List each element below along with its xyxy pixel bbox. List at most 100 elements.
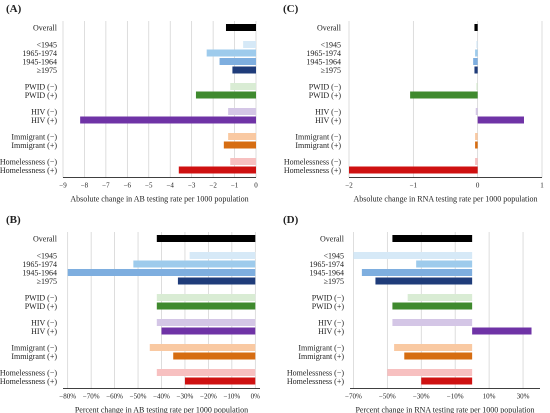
bar-overall xyxy=(392,235,473,242)
panel-label: (A) xyxy=(6,3,22,15)
bar-homelessness-pos xyxy=(349,166,478,174)
bar-pwid-neg xyxy=(156,294,256,301)
bar-homelessness-neg xyxy=(156,369,256,376)
category-label-hiv-neg: HIV (−) xyxy=(318,319,344,328)
bar-homelessness-pos xyxy=(421,377,473,385)
category-label-lt-1945: <1945 xyxy=(36,252,57,261)
category-label-lt-1945: <1945 xyxy=(36,41,57,50)
category-label-hiv-neg: HIV (−) xyxy=(31,108,57,117)
bar-homelessness-neg xyxy=(387,369,473,376)
category-label-1965-1974: 1965-1974 xyxy=(309,260,344,269)
category-label-homelessness-pos: Homelessness (+) xyxy=(0,377,57,386)
bar-immigrant-neg xyxy=(394,344,473,351)
bar-overall xyxy=(225,24,256,31)
x-tick-label: −8 xyxy=(81,182,89,190)
x-tick-label: −5 xyxy=(145,182,153,190)
category-label-immigrant-neg: Immigrant (−) xyxy=(298,344,344,353)
bar-pwid-pos xyxy=(195,91,256,99)
category-label-1945-1964: 1945-1964 xyxy=(22,58,57,67)
bar-hiv-pos xyxy=(161,327,256,335)
bar-ge-1975 xyxy=(375,277,473,285)
category-label-hiv-neg: HIV (−) xyxy=(315,108,341,117)
bar-hiv-pos xyxy=(477,116,524,124)
category-label-1965-1974: 1965-1974 xyxy=(22,49,57,58)
bar-1965-1974 xyxy=(133,260,256,268)
category-label-ge-1975: ≥1975 xyxy=(321,66,341,75)
panel-label: (D) xyxy=(283,214,299,226)
category-label-hiv-neg: HIV (−) xyxy=(31,319,57,328)
category-label-immigrant-neg: Immigrant (−) xyxy=(11,344,57,353)
bar-immigrant-neg xyxy=(228,133,256,140)
x-axis-title: Absolute change in RNA testing rate per … xyxy=(354,195,538,204)
x-tick-label: 0 xyxy=(476,182,480,190)
bar-1965-1974 xyxy=(206,49,256,57)
category-label-hiv-pos: HIV (+) xyxy=(31,116,57,125)
bar-pwid-neg xyxy=(407,294,473,301)
x-tick-label: 30% xyxy=(517,393,530,401)
category-label-hiv-pos: HIV (+) xyxy=(31,327,57,336)
category-label-homelessness-neg: Homelessness (−) xyxy=(284,158,342,167)
category-label-ge-1975: ≥1975 xyxy=(324,277,344,286)
bar-1945-1964 xyxy=(361,269,473,276)
bar-hiv-neg xyxy=(392,319,473,326)
x-tick-label: 0% xyxy=(251,393,261,401)
bar-homelessness-neg xyxy=(475,158,478,165)
x-tick-label: −1 xyxy=(410,182,418,190)
category-label-1945-1964: 1945-1964 xyxy=(309,269,344,278)
category-label-immigrant-neg: Immigrant (−) xyxy=(295,133,341,142)
panel-label: (C) xyxy=(283,3,299,15)
category-label-pwid-pos: PWID (+) xyxy=(312,302,345,311)
bar-1945-1964 xyxy=(473,58,478,65)
category-label-immigrant-pos: Immigrant (+) xyxy=(298,352,344,361)
category-label-overall: Overall xyxy=(317,24,342,33)
bar-1945-1964 xyxy=(67,269,256,276)
bar-immigrant-pos xyxy=(404,352,473,360)
bar-pwid-neg xyxy=(476,83,478,90)
bar-immigrant-pos xyxy=(475,141,478,149)
x-tick-label: −10% xyxy=(223,393,240,401)
bar-ge-1975 xyxy=(232,66,256,74)
category-label-homelessness-neg: Homelessness (−) xyxy=(0,158,57,167)
x-tick-label: −4 xyxy=(166,182,174,190)
bar-immigrant-pos xyxy=(223,141,256,149)
category-label-lt-1945: <1945 xyxy=(320,41,341,50)
category-label-pwid-pos: PWID (+) xyxy=(25,302,58,311)
category-label-overall: Overall xyxy=(33,235,58,244)
category-label-pwid-neg: PWID (−) xyxy=(25,294,58,303)
category-label-pwid-neg: PWID (−) xyxy=(309,83,342,92)
x-axis-title: Percent change in RNA testing rate per 1… xyxy=(355,406,534,413)
x-axis-title: Absolute change in AB testing rate per 1… xyxy=(70,195,248,204)
bar-immigrant-pos xyxy=(173,352,256,360)
category-label-1945-1964: 1945-1964 xyxy=(22,269,57,278)
panel-label: (B) xyxy=(6,214,21,226)
bar-hiv-neg xyxy=(156,319,256,326)
x-tick-label: −20% xyxy=(200,393,217,401)
x-tick-label: −70% xyxy=(345,393,362,401)
bar-immigrant-neg xyxy=(149,344,256,351)
category-label-1965-1974: 1965-1974 xyxy=(22,260,57,269)
bar-lt-1945 xyxy=(189,252,256,259)
category-label-ge-1975: ≥1975 xyxy=(37,66,57,75)
x-tick-label: −60% xyxy=(106,393,123,401)
category-label-pwid-neg: PWID (−) xyxy=(312,294,345,303)
bar-overall xyxy=(474,24,478,31)
category-label-hiv-pos: HIV (+) xyxy=(315,116,341,125)
category-label-overall: Overall xyxy=(33,24,58,33)
x-tick-label: 0 xyxy=(254,182,258,190)
bar-homelessness-pos xyxy=(178,166,256,174)
x-tick-label: −2 xyxy=(209,182,217,190)
x-tick-label: −70% xyxy=(83,393,100,401)
bar-pwid-pos xyxy=(392,302,473,310)
bar-homelessness-neg xyxy=(230,158,256,165)
x-tick-label: −80% xyxy=(59,393,76,401)
category-label-homelessness-pos: Homelessness (+) xyxy=(287,377,345,386)
x-tick-label: −10% xyxy=(447,393,464,401)
bar-pwid-pos xyxy=(156,302,256,310)
bar-ge-1975 xyxy=(177,277,256,285)
bar-immigrant-neg xyxy=(475,133,478,140)
category-label-lt-1945: <1945 xyxy=(323,252,344,261)
x-tick-label: −6 xyxy=(124,182,132,190)
